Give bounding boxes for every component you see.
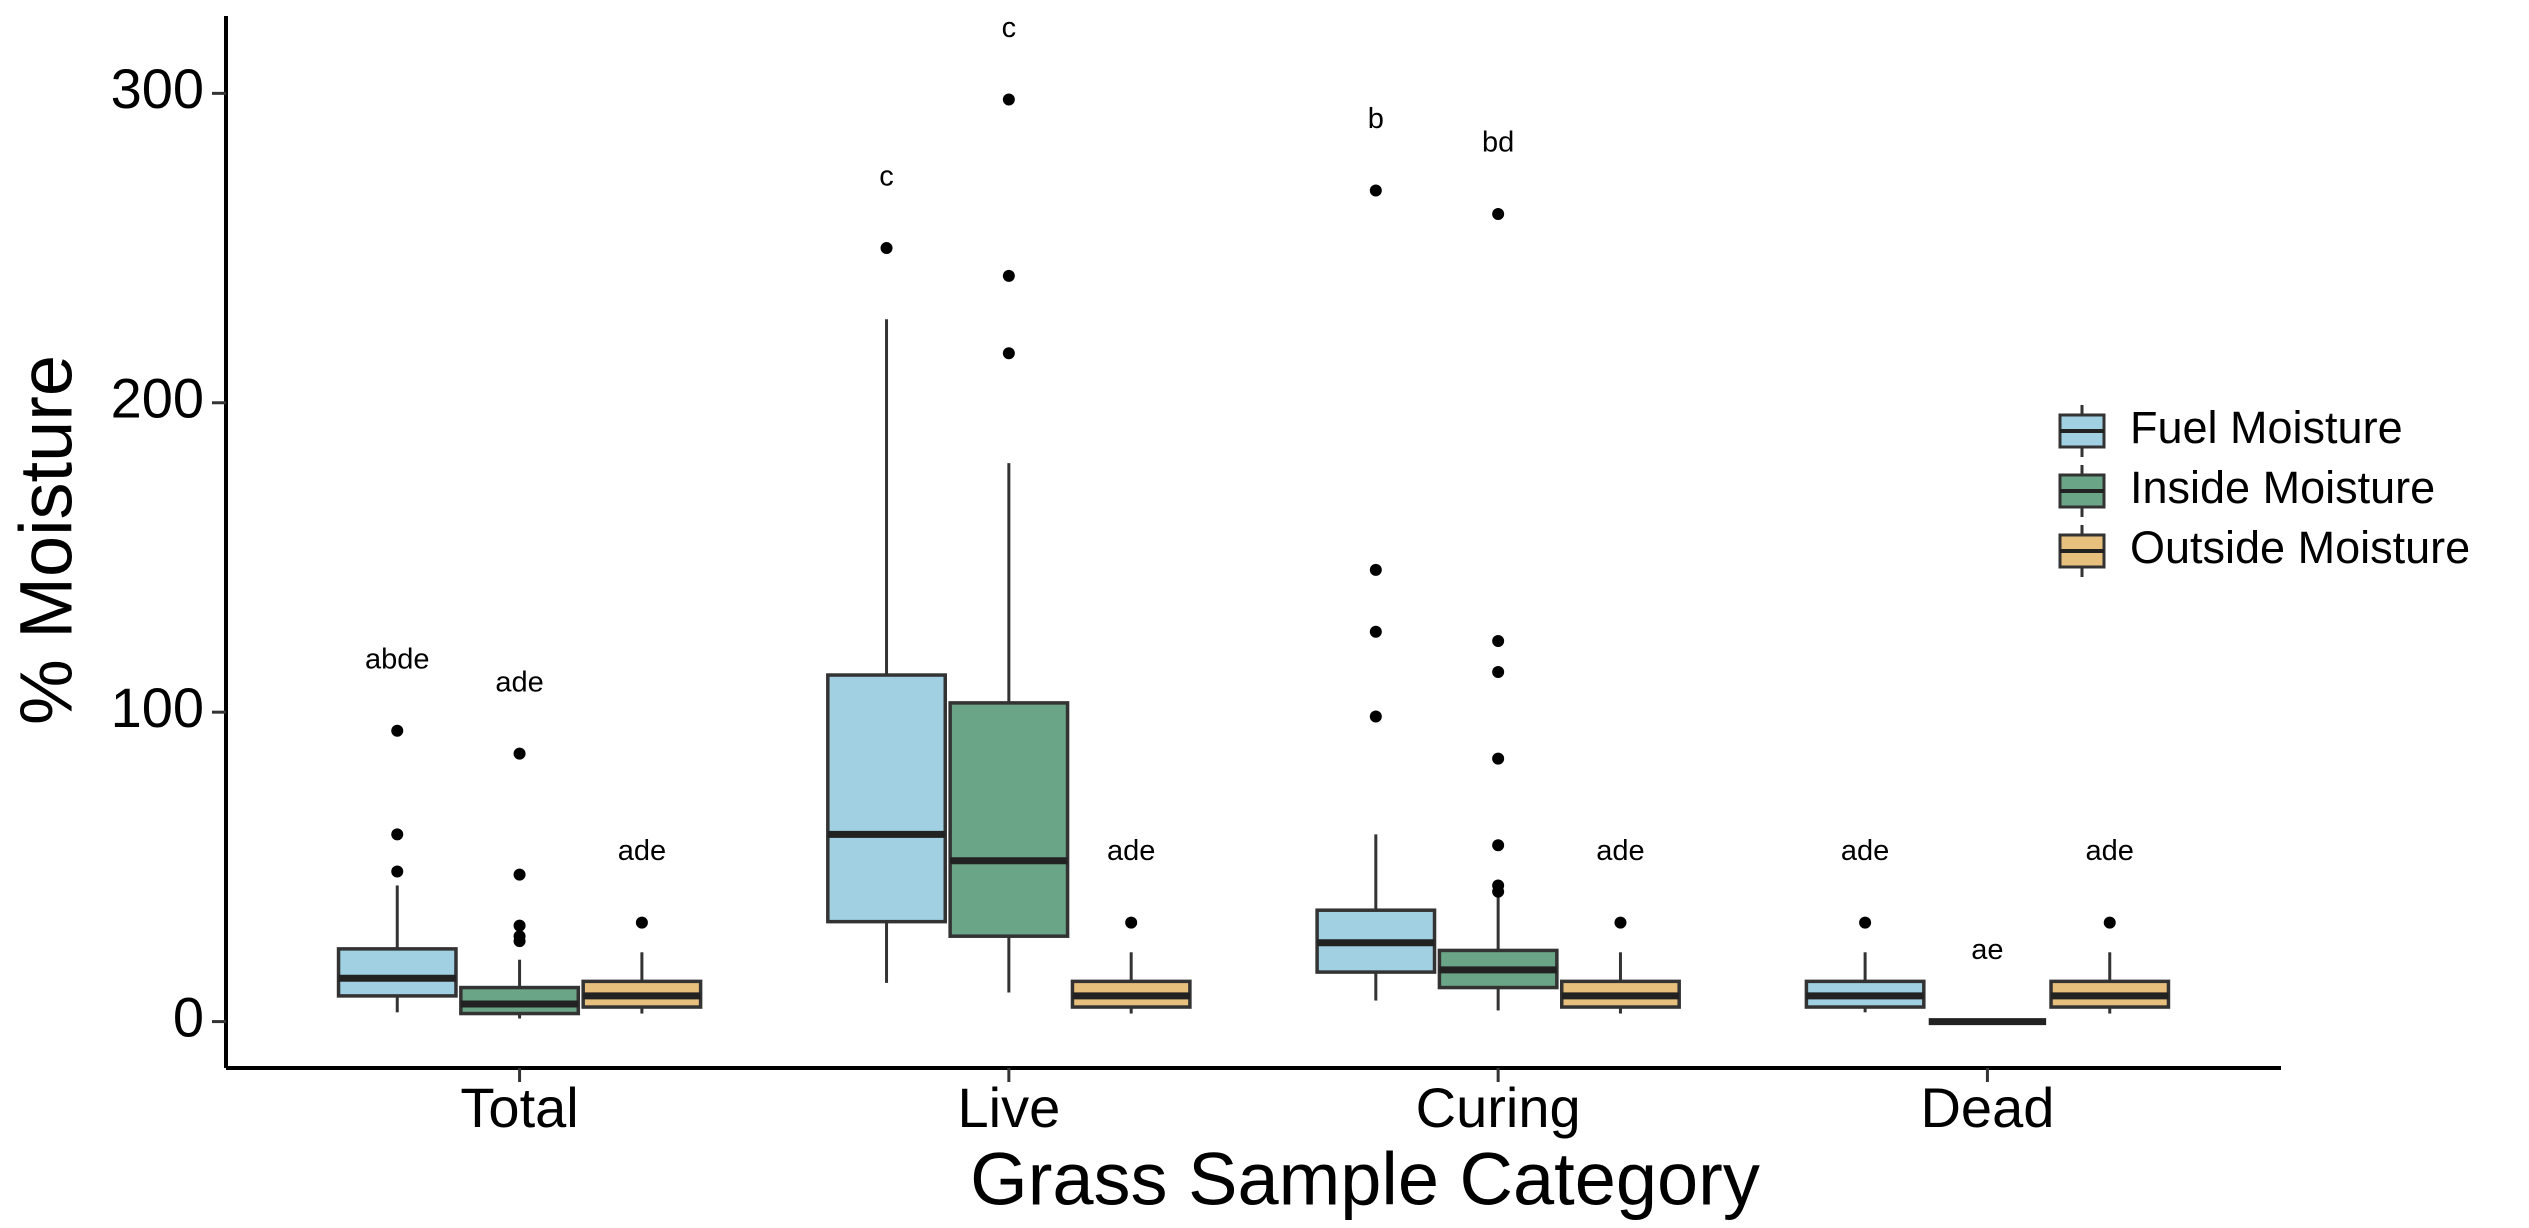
outlier — [1369, 563, 1382, 576]
outlier — [391, 865, 404, 878]
outlier — [1002, 347, 1015, 360]
outlier — [2103, 916, 2116, 929]
outlier — [1002, 93, 1015, 106]
group-letter: abde — [365, 643, 430, 675]
group-letter: bd — [1482, 127, 1514, 159]
y-tick-label: 200 — [111, 367, 204, 430]
group-letter: ade — [495, 666, 543, 698]
x-tick-label: Curing — [1416, 1076, 1581, 1139]
box — [948, 701, 1070, 938]
group-letter: c — [1002, 12, 1017, 44]
outlier — [1369, 710, 1382, 723]
group-letter: ade — [618, 835, 666, 867]
outlier — [1492, 752, 1505, 765]
outlier — [1492, 885, 1505, 898]
outlier — [635, 916, 648, 929]
outlier — [1492, 208, 1505, 221]
outlier — [391, 724, 404, 737]
group-letter: ade — [1596, 835, 1644, 867]
outlier — [513, 747, 526, 760]
legend-label: Fuel Moisture — [2130, 402, 2403, 453]
x-tick-label: Dead — [1920, 1076, 2054, 1139]
outlier — [880, 242, 893, 255]
legend-label: Inside Moisture — [2130, 462, 2435, 513]
x-tick-label: Live — [957, 1076, 1060, 1139]
x-axis-title: Grass Sample Category — [970, 1138, 1760, 1221]
group-letter: ade — [1841, 835, 1889, 867]
outlier — [1492, 635, 1505, 648]
outlier — [1492, 665, 1505, 678]
outlier — [1492, 839, 1505, 852]
box — [826, 673, 947, 924]
outlier — [391, 828, 404, 841]
group-letter: c — [879, 161, 894, 193]
outlier — [1002, 269, 1015, 282]
x-tick-label: Total — [460, 1076, 578, 1139]
y-tick-label: 100 — [111, 676, 204, 739]
outlier — [1369, 184, 1382, 197]
outlier — [513, 868, 526, 881]
outlier — [1125, 916, 1138, 929]
group-letter: ade — [2086, 835, 2134, 867]
outlier — [1369, 625, 1382, 638]
outlier — [513, 919, 526, 932]
group-letter: ae — [1971, 934, 2003, 966]
outlier — [1614, 916, 1627, 929]
y-tick-label: 300 — [111, 57, 204, 120]
y-axis-title: % Moisture — [5, 355, 88, 725]
box — [336, 947, 458, 998]
outlier — [1859, 916, 1872, 929]
legend-label: Outside Moisture — [2130, 522, 2470, 573]
group-letter: ade — [1107, 835, 1155, 867]
group-letter: b — [1368, 103, 1384, 135]
outlier — [513, 935, 526, 948]
y-tick-label: 0 — [173, 985, 204, 1048]
